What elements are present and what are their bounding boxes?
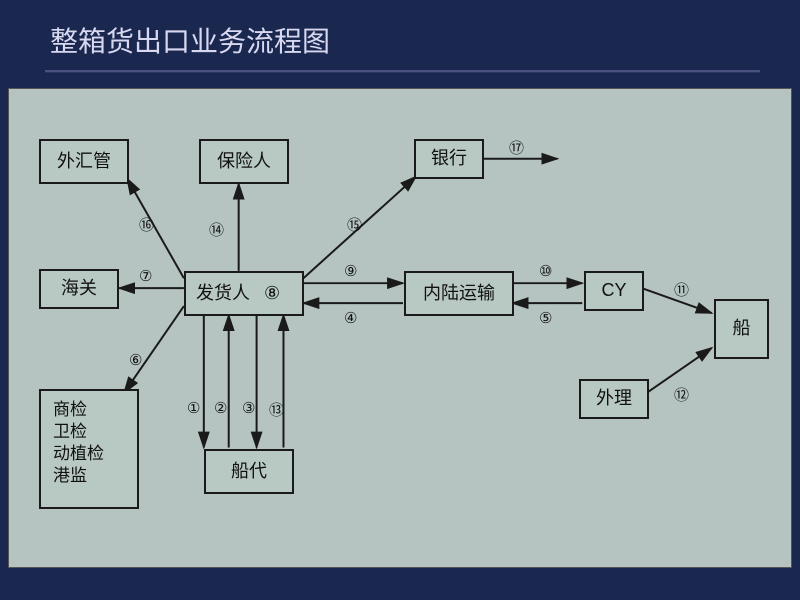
edge-label: ⑨ [344,262,357,280]
node-label: CY [601,279,626,302]
edge-label: ⑰ [509,137,524,158]
edge-label: ③ [242,399,255,417]
node-bank: 银行 [414,139,484,179]
node-label: 银行 [431,147,467,170]
node-label-line: 动植检 [53,443,104,465]
node-cy: CY [584,271,644,311]
edge-label: ④ [344,309,357,327]
node-label: 船代 [231,460,267,483]
node-agent: 船代 [204,449,294,494]
node-inner-label: ⑧ [264,282,280,305]
edge-label: ② [214,399,227,417]
node-forex: 外汇管 [39,139,129,184]
node-shipper: 发货人 ⑧ [184,271,304,316]
node-label: 发货人 [196,282,250,305]
edge-label: ⑫ [674,384,689,405]
node-customs: 海关 [39,269,119,309]
node-handler: 外理 [579,379,649,419]
edge-label: ⑤ [539,309,552,327]
edge-label: ⑯ [139,214,154,235]
node-insurer: 保险人 [199,139,289,184]
node-label: 内陆运输 [423,282,495,305]
node-label: 外理 [596,387,632,410]
node-inland: 内陆运输 [404,271,514,316]
node-inspect: 商检 卫检 动植检 港监 [39,389,139,509]
edge-label: ⑪ [674,279,689,300]
title-underline [45,70,760,73]
node-label-line: 港监 [53,465,87,487]
edge-label: ① [187,399,200,417]
edge-label: ⑦ [139,267,152,285]
edge-label: ⑮ [347,214,362,235]
node-label: 海关 [61,277,97,300]
edge-label: ⑥ [129,351,142,369]
node-label: 船 [733,317,751,340]
node-label-line: 卫检 [53,421,87,443]
page-title: 整箱货出口业务流程图 [0,0,800,70]
edge-label: ⑬ [269,399,284,420]
node-label-line: 商检 [53,399,87,421]
edge-label: ⑭ [209,219,224,240]
flowchart-diagram: 外汇管 保险人 银行 海关 发货人 ⑧ 内陆运输 CY 船 外理 船代 商检 卫… [8,88,792,568]
node-label: 保险人 [217,150,271,173]
edge-label: ⑩ [539,262,552,280]
node-ship: 船 [714,299,769,359]
edge-line [127,179,184,279]
node-label: 外汇管 [57,150,111,173]
edge-line [124,306,184,393]
